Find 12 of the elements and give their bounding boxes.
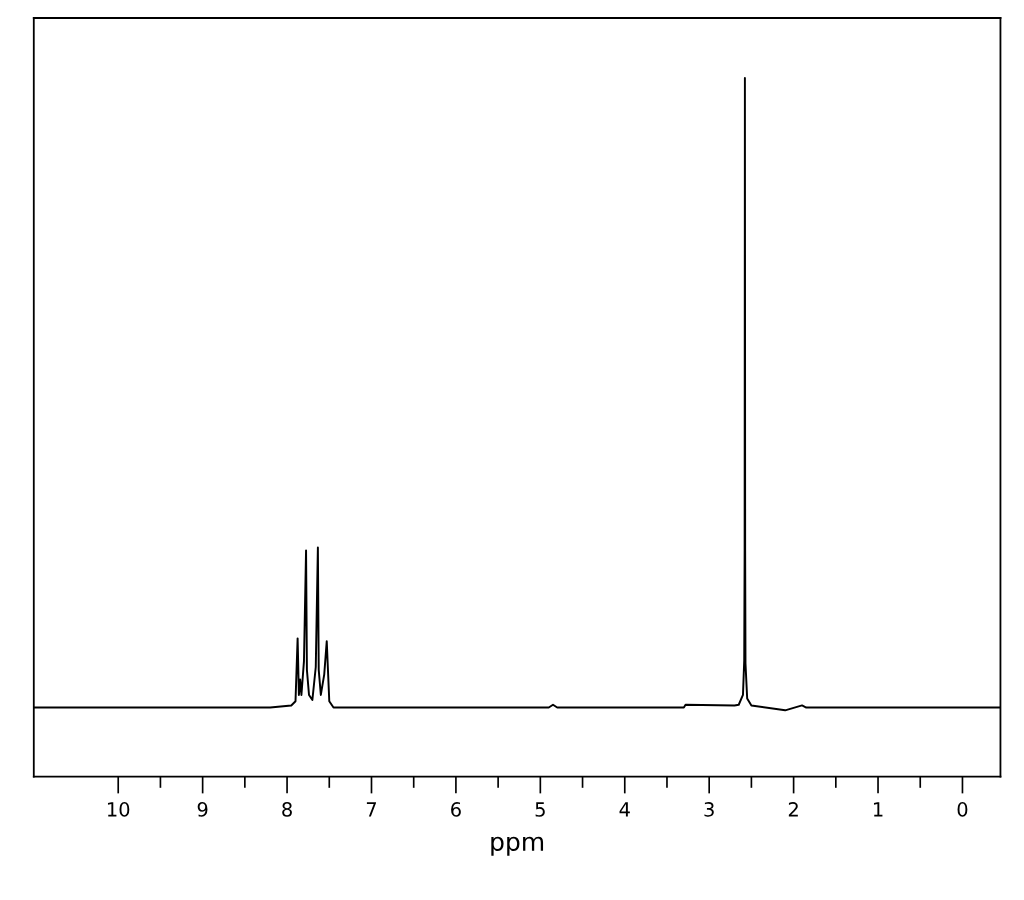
x-tick-label: 5	[535, 802, 545, 817]
x-tick-label: 6	[451, 802, 461, 817]
x-tick-label: 10	[107, 802, 130, 817]
x-axis-title: ppm	[491, 836, 544, 856]
x-tick-label: 0	[957, 802, 968, 817]
x-tick-label: 1	[873, 802, 883, 817]
x-tick-label: 4	[619, 802, 630, 817]
x-tick-label: 3	[704, 802, 714, 817]
x-tick-label: 9	[197, 802, 208, 817]
x-tick-label: 7	[366, 802, 377, 817]
x-tick-label: 2	[788, 802, 798, 817]
x-tick-label: 8	[282, 802, 292, 817]
